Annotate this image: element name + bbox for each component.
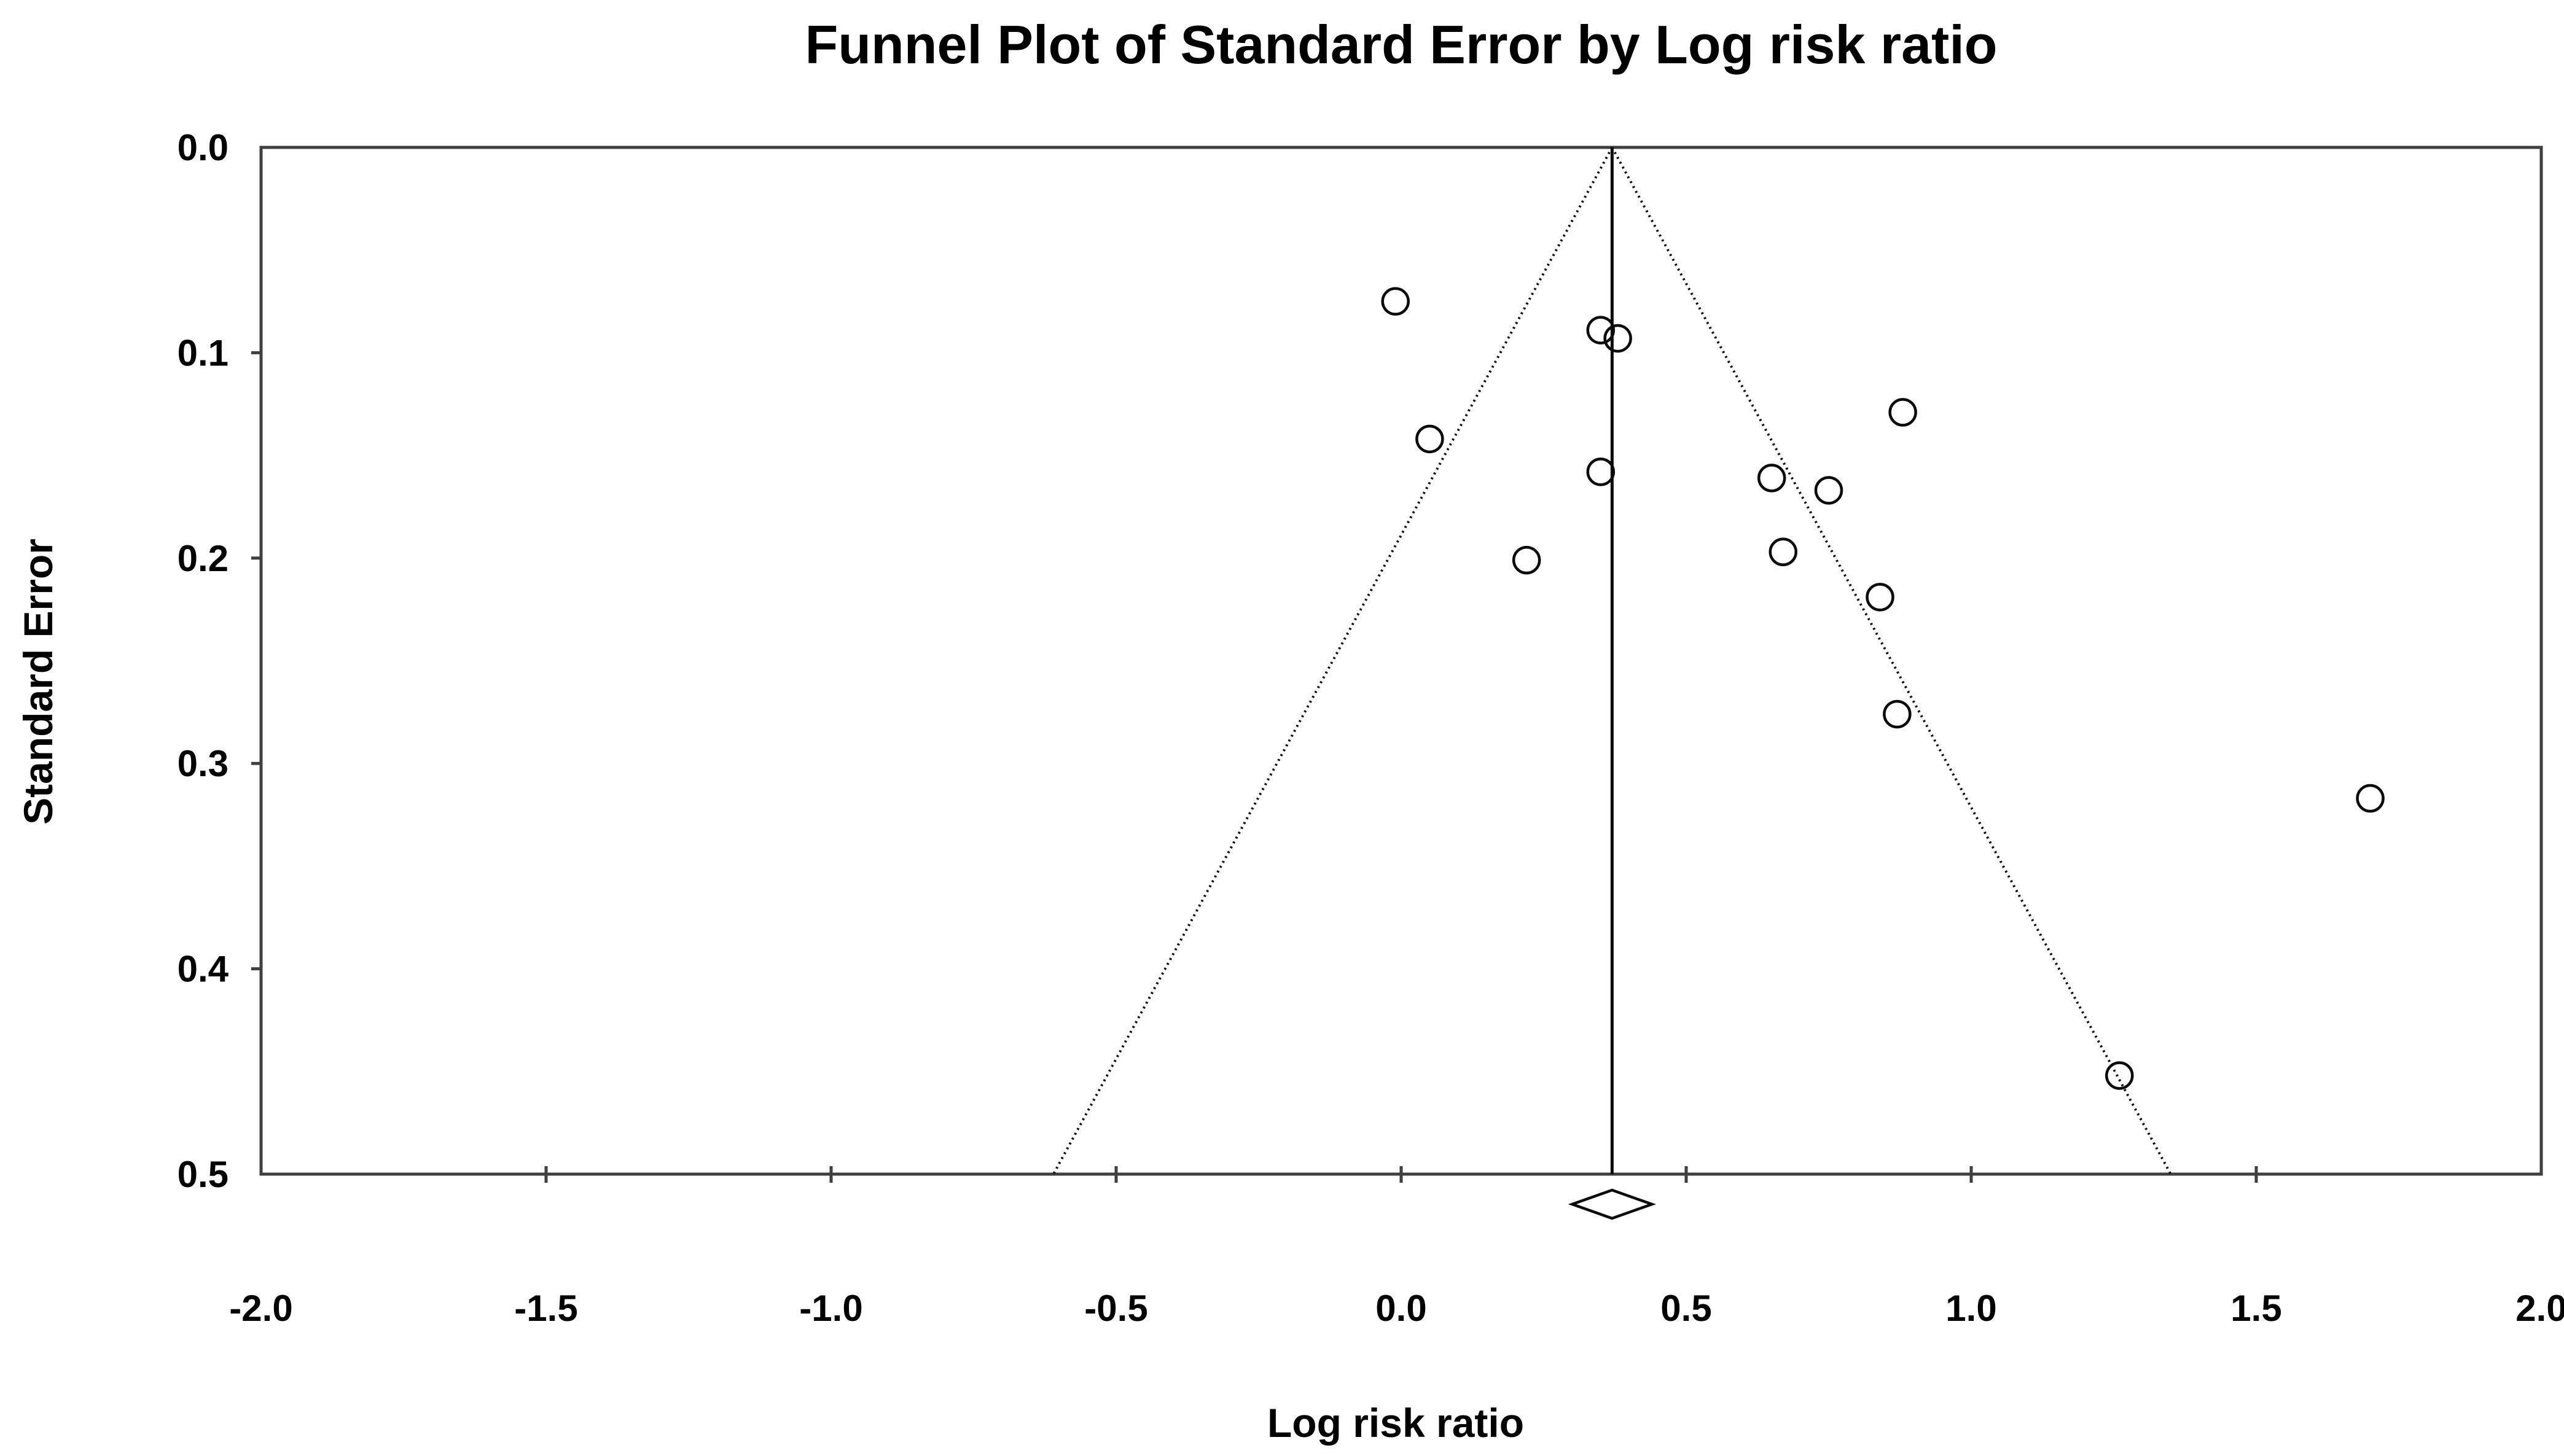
y-tick-label: 0.4 [178, 949, 229, 990]
summary-diamond-group [1568, 1188, 1657, 1220]
axis-ticks-group: -2.0 -1.5 -1.0 -0.5 0.0 0.5 1.0 1.5 2.0 0.0 0.1 0.2… [178, 127, 2564, 1329]
study-point [1883, 699, 1912, 729]
study-point [1769, 537, 1798, 567]
pooled-estimate-diamond [1568, 1188, 1657, 1220]
plot-frame-group [259, 146, 2543, 1176]
funnel-right-limit-line [1611, 147, 2172, 1175]
x-tick-label: 1.0 [1945, 1288, 1996, 1329]
study-point [1586, 457, 1616, 486]
study-point [1512, 545, 1541, 575]
study-point [1415, 424, 1444, 454]
y-tick-label: 0.2 [178, 538, 229, 579]
study-point [1603, 324, 1632, 353]
y-tick-label: 0.3 [178, 743, 229, 784]
study-point [1814, 476, 1843, 505]
study-point [2356, 784, 2385, 813]
funnel-lines-group [1052, 147, 2172, 1175]
data-points-group [1381, 287, 2385, 1090]
y-tick-label: 0.5 [178, 1154, 229, 1195]
y-tick-label: 0.1 [178, 332, 229, 373]
x-tick-label: 0.0 [1375, 1288, 1426, 1329]
x-tick-label: -2.0 [229, 1288, 292, 1329]
plot-border [259, 146, 2543, 1176]
study-point [1381, 287, 1410, 316]
x-tick-label: 0.5 [1660, 1288, 1711, 1329]
study-point [1757, 464, 1786, 492]
study-point [1888, 398, 1917, 427]
y-axis-title: Standard Error [15, 539, 61, 825]
x-tick-label: -0.5 [1084, 1288, 1147, 1329]
study-point [2105, 1061, 2134, 1090]
x-axis-title: Log risk ratio [1267, 1400, 1524, 1446]
y-tick-label: 0.0 [178, 127, 229, 168]
study-point [1866, 583, 1894, 612]
chart-title: Funnel Plot of Standard Error by Log ris… [805, 14, 1997, 75]
x-tick-label: -1.5 [514, 1288, 577, 1329]
funnel-left-limit-line [1052, 147, 1614, 1175]
x-tick-label: 1.5 [2230, 1288, 2281, 1329]
study-point [1586, 316, 1616, 345]
x-tick-label: -1.0 [799, 1288, 862, 1329]
x-tick-label: 2.0 [2515, 1288, 2564, 1329]
